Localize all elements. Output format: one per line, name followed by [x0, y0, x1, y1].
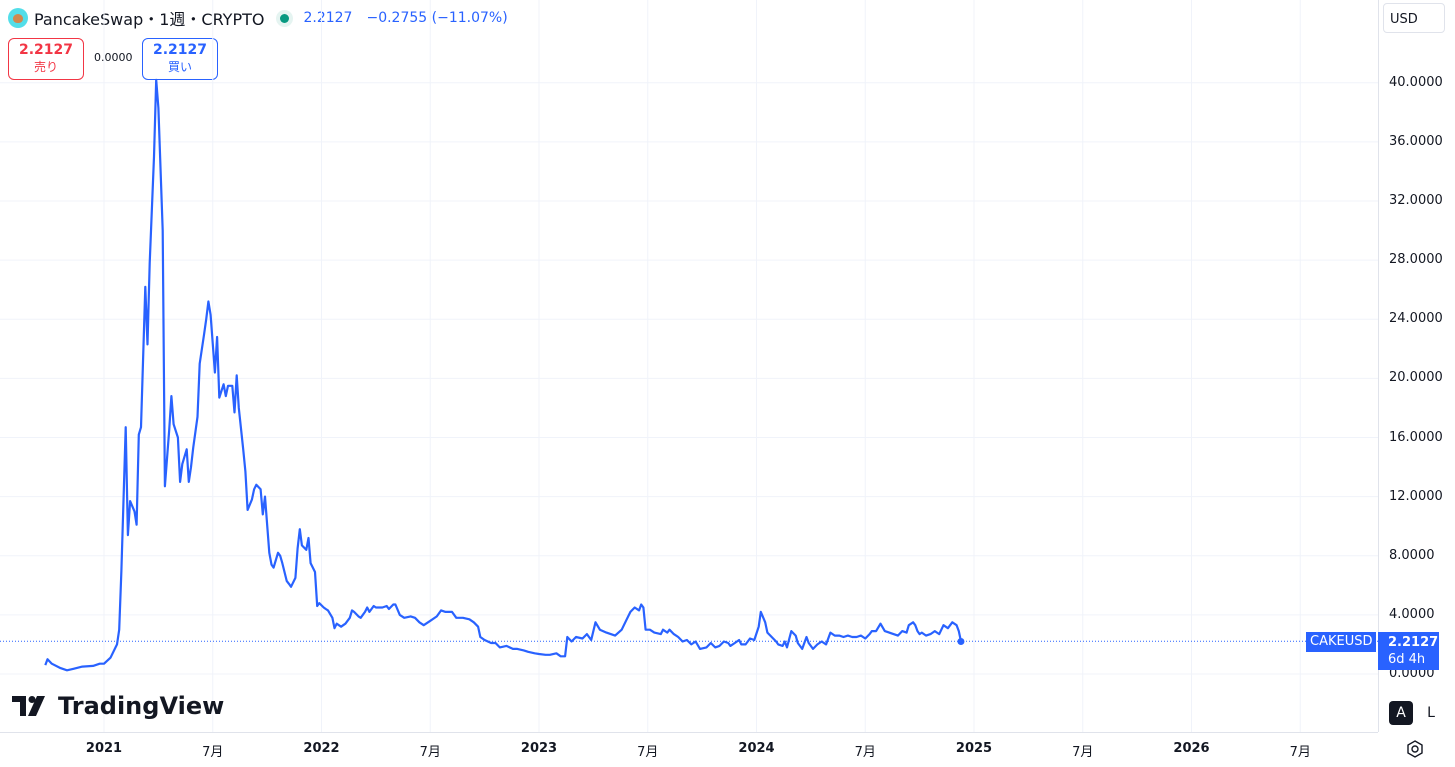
sell-label: 売り [33, 60, 58, 74]
x-tick-label: 7月 [1289, 745, 1311, 760]
x-tick-label: 7月 [854, 745, 876, 760]
header-price: 2.2127 [303, 10, 353, 26]
buy-label: 買い [167, 60, 192, 74]
y-tick-label: 40.0000 [1389, 74, 1443, 90]
y-tick-label: 24.0000 [1389, 311, 1443, 327]
sell-button[interactable]: 2.2127 売り [8, 38, 84, 80]
buy-button[interactable]: 2.2127 買い [142, 38, 218, 80]
log-scale-button[interactable]: L [1427, 705, 1435, 721]
y-tick-label: 32.0000 [1389, 193, 1443, 209]
x-tick-label: 2021 [85, 741, 123, 756]
x-tick-label: 7月 [1072, 745, 1094, 760]
tradingview-wordmark: TradingView [58, 692, 225, 720]
y-tick-label: 20.0000 [1389, 370, 1443, 386]
price-series-line[interactable] [44, 78, 963, 672]
tradingview-mark-icon [12, 696, 45, 716]
x-tick-label: 7月 [419, 745, 441, 760]
y-tick-label: 8.0000 [1389, 547, 1435, 563]
x-tick-label: 2023 [520, 741, 558, 756]
symbol-tag-label: CAKEUSD [1310, 634, 1373, 649]
x-tick-label: 2025 [955, 741, 993, 756]
y-tick-label: 36.0000 [1389, 133, 1443, 149]
x-tick-label: 2026 [1173, 741, 1210, 756]
price-axis[interactable]: 0.0000 4.0000 8.0000 12.0000 16.0000 20.0000 2… [1378, 0, 1455, 732]
x-tick-label: 7月 [637, 745, 659, 760]
y-tick-label: 12.0000 [1389, 488, 1443, 504]
chart-header: PancakeSwap・1週・CRYPTO 2.2127 −0.2755 (−1… [8, 6, 508, 30]
last-price-tag: 2.2127 6d 4h [1378, 632, 1439, 670]
y-tick-label: 4.0000 [1389, 606, 1435, 622]
symbol-tag: CAKEUSD [1306, 632, 1376, 652]
auto-scale-button[interactable]: A [1389, 701, 1413, 725]
x-tick-label: 2024 [738, 741, 775, 756]
bar-countdown: 6d 4h [1388, 652, 1426, 667]
pancakeswap-logo-icon [8, 8, 28, 28]
last-price-value: 2.2127 [1388, 635, 1439, 650]
currency-selector[interactable]: USD [1383, 3, 1445, 33]
currency-label: USD [1390, 12, 1418, 27]
symbol-title[interactable]: PancakeSwap・1週・CRYPTO [34, 10, 265, 29]
market-status-dot-icon [280, 13, 290, 23]
y-tick-label: 28.0000 [1389, 252, 1443, 268]
tradingview-logo[interactable]: TradingView [12, 692, 224, 720]
sell-price: 2.2127 [18, 42, 74, 58]
time-axis[interactable]: 2021 7月 2022 7月 2023 7月 2024 7月 2025 7月 2026 7月 [0, 732, 1378, 767]
header-change: −0.2755 (−11.07%) [366, 10, 508, 26]
last-point-marker [957, 637, 965, 645]
x-tick-label: 7月 [202, 745, 224, 760]
chart-plot-area[interactable] [0, 0, 1378, 732]
x-tick-label: 2022 [303, 741, 340, 756]
buy-price: 2.2127 [152, 42, 208, 58]
settings-gear-icon[interactable] [1405, 739, 1425, 759]
y-tick-label: 16.0000 [1389, 429, 1443, 445]
